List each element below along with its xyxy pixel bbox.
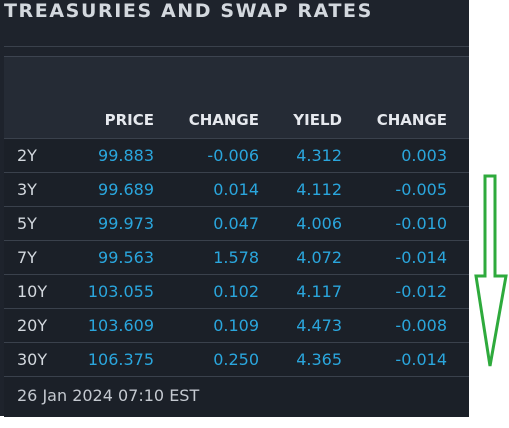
price-change-cell: -0.006 xyxy=(207,146,259,165)
column-header-yield-change: CHANGE xyxy=(376,111,447,129)
price-change-cell: 0.102 xyxy=(213,282,259,301)
column-header-yield: YIELD xyxy=(293,111,342,129)
yield-cell: 4.072 xyxy=(296,248,342,267)
price-cell: 106.375 xyxy=(87,350,154,369)
term-cell: 5Y xyxy=(17,214,37,233)
term-cell: 2Y xyxy=(17,146,37,165)
price-cell: 99.689 xyxy=(98,180,154,199)
yield-change-cell: 0.003 xyxy=(401,146,447,165)
term-cell: 30Y xyxy=(17,350,48,369)
table-footer: 26 Jan 2024 07:10 EST xyxy=(4,376,469,417)
title-divider xyxy=(4,46,469,47)
yield-cell: 4.473 xyxy=(296,316,342,335)
price-change-cell: 0.109 xyxy=(213,316,259,335)
price-cell: 99.883 xyxy=(98,146,154,165)
yield-cell: 4.365 xyxy=(296,350,342,369)
price-change-cell: 0.047 xyxy=(213,214,259,233)
term-cell: 10Y xyxy=(17,282,48,301)
price-change-cell: 0.250 xyxy=(213,350,259,369)
panel-title: TREASURIES AND SWAP RATES xyxy=(4,0,373,22)
yield-change-cell: -0.008 xyxy=(395,316,447,335)
yield-change-cell: -0.005 xyxy=(395,180,447,199)
yield-cell: 4.112 xyxy=(296,180,342,199)
price-cell: 103.055 xyxy=(87,282,154,301)
term-cell: 7Y xyxy=(17,248,37,267)
price-cell: 99.973 xyxy=(98,214,154,233)
table-row: 2Y 99.883 -0.006 4.312 0.003 xyxy=(4,138,469,172)
price-cell: 99.563 xyxy=(98,248,154,267)
yield-cell: 4.117 xyxy=(296,282,342,301)
table-row: 5Y 99.973 0.047 4.006 -0.010 xyxy=(4,206,469,240)
yield-cell: 4.006 xyxy=(296,214,342,233)
table-row: 30Y 106.375 0.250 4.365 -0.014 xyxy=(4,342,469,376)
yield-change-cell: -0.010 xyxy=(395,214,447,233)
term-cell: 3Y xyxy=(17,180,37,199)
column-header-price: PRICE xyxy=(104,111,154,129)
term-cell: 20Y xyxy=(17,316,48,335)
table-row: 7Y 99.563 1.578 4.072 -0.014 xyxy=(4,240,469,274)
price-cell: 103.609 xyxy=(87,316,154,335)
table-header: PRICE CHANGE YIELD CHANGE xyxy=(4,56,469,139)
yield-change-cell: -0.012 xyxy=(395,282,447,301)
yield-change-cell: -0.014 xyxy=(395,248,447,267)
treasuries-panel: TREASURIES AND SWAP RATES PRICE CHANGE Y… xyxy=(0,0,469,417)
yield-change-cell: -0.014 xyxy=(395,350,447,369)
price-change-cell: 1.578 xyxy=(213,248,259,267)
table-row: 3Y 99.689 0.014 4.112 -0.005 xyxy=(4,172,469,206)
column-header-price-change: CHANGE xyxy=(188,111,259,129)
table-row: 20Y 103.609 0.109 4.473 -0.008 xyxy=(4,308,469,342)
timestamp: 26 Jan 2024 07:10 EST xyxy=(17,386,200,405)
down-arrow-icon xyxy=(474,174,508,367)
yield-cell: 4.312 xyxy=(296,146,342,165)
table-row: 10Y 103.055 0.102 4.117 -0.012 xyxy=(4,274,469,308)
price-change-cell: 0.014 xyxy=(213,180,259,199)
